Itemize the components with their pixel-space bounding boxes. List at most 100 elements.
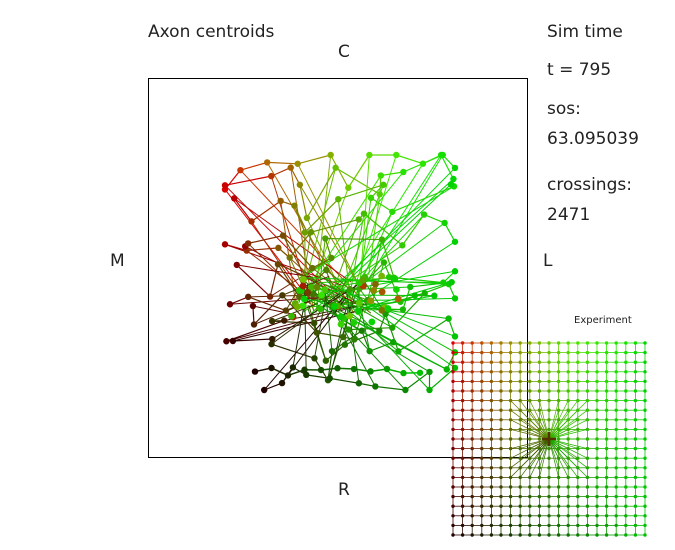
grid-node (614, 379, 618, 384)
centroid-link (325, 269, 351, 290)
star-ray (548, 438, 569, 478)
centroid-point (399, 242, 406, 249)
grid-node (643, 494, 647, 499)
grid-node (460, 494, 465, 499)
grid-node (643, 514, 647, 518)
grid-node (585, 418, 590, 422)
grid-node (547, 389, 551, 393)
grid-node (614, 475, 618, 480)
grid-node (460, 475, 465, 480)
grid-node (614, 437, 618, 441)
centroid-link (444, 222, 456, 243)
grid-node (499, 523, 503, 528)
centroid-point (313, 283, 321, 291)
grid-node (566, 504, 570, 508)
grid-node (643, 446, 647, 451)
grid-node (499, 494, 503, 499)
grid-node (470, 379, 474, 384)
centroid-point (384, 305, 392, 312)
crossings-value: 2471 (547, 205, 591, 225)
grid-node (604, 523, 609, 528)
grid-node (537, 379, 542, 384)
grid-node (480, 370, 484, 374)
grid-node (499, 398, 503, 403)
centroid-link (380, 171, 404, 177)
grid-node (595, 466, 599, 470)
grid-node (576, 370, 580, 374)
grid-node (633, 504, 638, 508)
grid-node (451, 408, 455, 412)
centroid-point (303, 371, 310, 379)
centroid-link (240, 161, 268, 171)
grid-node (451, 456, 455, 460)
star-ray (548, 429, 559, 440)
grid-node (643, 408, 647, 412)
centroid-point (237, 166, 244, 174)
star-ray (529, 438, 550, 478)
centroid-point (233, 261, 240, 269)
grid-node (480, 523, 484, 528)
grid-node (547, 523, 551, 528)
star-ray (520, 438, 550, 449)
grid-node (604, 456, 609, 460)
grid-node (614, 398, 618, 403)
grid-node (489, 341, 494, 345)
grid-node (624, 389, 628, 393)
grid-node (451, 533, 455, 537)
centroid-point (451, 238, 459, 245)
grid-node (499, 370, 503, 374)
grid-node (633, 370, 638, 374)
centroid-point (400, 369, 407, 377)
grid-node (489, 418, 494, 422)
experiment-star (510, 400, 588, 478)
grid-node (470, 456, 474, 460)
grid-node (566, 475, 570, 480)
grid-node (595, 475, 599, 480)
grid-node (633, 514, 638, 518)
grid-node (556, 485, 561, 489)
star-ray (548, 438, 588, 459)
centroid-point (317, 366, 325, 374)
centroid-point (284, 372, 292, 379)
grid-node (643, 504, 647, 508)
centroid-point (286, 254, 293, 261)
grid-node (451, 379, 455, 384)
grid-node (460, 360, 465, 364)
grid-node (489, 514, 494, 518)
grid-node (547, 494, 551, 499)
centroid-link (253, 294, 283, 325)
grid-node (489, 494, 494, 499)
grid-node (604, 475, 609, 480)
grid-node (566, 523, 570, 528)
centroid-link (396, 154, 424, 165)
centroid-point (321, 286, 329, 293)
centroid-point (318, 291, 326, 299)
centroid-point (378, 306, 386, 314)
centroid-point (351, 336, 358, 343)
centroid-point (345, 326, 352, 333)
centroid-point (394, 295, 402, 303)
grid-node (499, 379, 503, 384)
star-ray (548, 429, 588, 440)
centroid-point (443, 366, 450, 373)
grid-node (508, 370, 513, 374)
grid-node (566, 389, 570, 393)
grid-node (643, 341, 647, 345)
grid-node (585, 427, 590, 432)
centroid-point (334, 365, 341, 372)
centroid-link (296, 297, 449, 320)
star-ray (510, 409, 550, 440)
centroid-point (322, 357, 330, 364)
grid-node (576, 389, 580, 393)
centroid-point (307, 228, 315, 236)
grid-node (480, 418, 484, 422)
grid-node (585, 370, 590, 374)
grid-node (537, 494, 542, 499)
star-ray (548, 438, 559, 478)
centroid-link (351, 154, 397, 297)
centroid-point (327, 151, 334, 159)
grid-node (480, 360, 484, 364)
experiment-title: Experiment (574, 315, 632, 326)
grid-node (566, 360, 570, 364)
centroid-point (221, 182, 229, 189)
